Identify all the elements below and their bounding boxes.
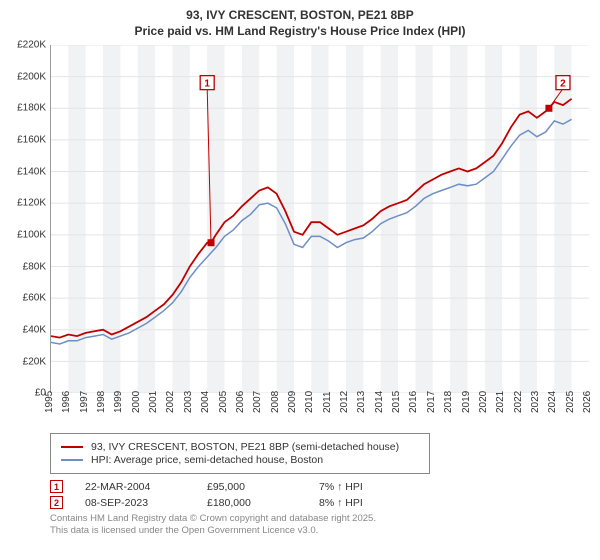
legend-item: HPI: Average price, semi-detached house,…: [61, 454, 419, 466]
x-tick-label: 2023: [530, 391, 541, 413]
x-tick-label: 2009: [287, 391, 298, 413]
x-tick-label: 2002: [165, 391, 176, 413]
footer-attribution: Contains HM Land Registry data © Crown c…: [50, 513, 588, 537]
x-tick-label: 2005: [218, 391, 229, 413]
data-point-delta: 8% ↑ HPI: [319, 497, 363, 509]
legend-label: HPI: Average price, semi-detached house,…: [91, 454, 323, 466]
x-tick-label: 2013: [356, 391, 367, 413]
y-tick-label: £120K: [17, 198, 46, 209]
chart-svg: 12: [51, 45, 589, 393]
x-tick-label: 2003: [183, 391, 194, 413]
x-axis: 1995199619971998199920002001200220032004…: [50, 393, 588, 425]
x-tick-label: 1999: [113, 391, 124, 413]
data-points-table: 1 22-MAR-2004 £95,000 7% ↑ HPI 2 08-SEP-2023 £…: [50, 480, 588, 509]
data-point-price: £180,000: [207, 497, 297, 509]
legend-label: 93, IVY CRESCENT, BOSTON, PE21 8BP (semi…: [91, 441, 399, 453]
x-tick-label: 2015: [391, 391, 402, 413]
page-container: 93, IVY CRESCENT, BOSTON, PE21 8BP Price…: [0, 0, 600, 560]
x-tick-label: 1995: [44, 391, 55, 413]
x-tick-label: 2010: [304, 391, 315, 413]
svg-text:2: 2: [560, 79, 566, 90]
x-tick-label: 2006: [235, 391, 246, 413]
data-point-marker: 2: [50, 496, 63, 509]
x-tick-label: 2008: [270, 391, 281, 413]
x-tick-label: 2001: [148, 391, 159, 413]
x-tick-label: 2021: [495, 391, 506, 413]
legend-item: 93, IVY CRESCENT, BOSTON, PE21 8BP (semi…: [61, 441, 419, 453]
x-tick-label: 2025: [565, 391, 576, 413]
chart-area: £0£20K£40K£60K£80K£100K£120K£140K£160K£1…: [12, 45, 588, 425]
legend-swatch: [61, 459, 83, 461]
x-tick-label: 2026: [582, 391, 593, 413]
x-tick-label: 2004: [200, 391, 211, 413]
y-tick-label: £140K: [17, 166, 46, 177]
x-tick-label: 1997: [79, 391, 90, 413]
legend-swatch: [61, 446, 83, 448]
footer-line-1: Contains HM Land Registry data © Crown c…: [50, 513, 588, 525]
svg-text:1: 1: [204, 79, 210, 90]
y-axis: £0£20K£40K£60K£80K£100K£120K£140K£160K£1…: [12, 45, 48, 425]
data-point-marker: 1: [50, 480, 63, 493]
y-tick-label: £220K: [17, 40, 46, 51]
footer-line-2: This data is licensed under the Open Gov…: [50, 525, 588, 537]
x-tick-label: 1998: [96, 391, 107, 413]
title-line-1: 93, IVY CRESCENT, BOSTON, PE21 8BP: [12, 8, 588, 24]
x-tick-label: 2014: [374, 391, 385, 413]
x-tick-label: 2020: [478, 391, 489, 413]
x-tick-label: 2007: [252, 391, 263, 413]
x-tick-label: 2018: [443, 391, 454, 413]
y-tick-label: £160K: [17, 135, 46, 146]
y-tick-label: £200K: [17, 71, 46, 82]
x-tick-label: 2016: [408, 391, 419, 413]
data-point-date: 08-SEP-2023: [85, 497, 185, 509]
x-tick-label: 2024: [547, 391, 558, 413]
x-tick-label: 2011: [322, 392, 333, 414]
y-tick-label: £180K: [17, 103, 46, 114]
title-line-2: Price paid vs. HM Land Registry's House …: [12, 24, 588, 40]
data-point-delta: 7% ↑ HPI: [319, 481, 363, 493]
x-tick-label: 2012: [339, 391, 350, 413]
x-tick-label: 2000: [131, 391, 142, 413]
x-tick-label: 2017: [426, 391, 437, 413]
y-tick-label: £20K: [23, 356, 46, 367]
y-tick-label: £40K: [23, 324, 46, 335]
data-point-row: 1 22-MAR-2004 £95,000 7% ↑ HPI: [50, 480, 588, 493]
data-point-row: 2 08-SEP-2023 £180,000 8% ↑ HPI: [50, 496, 588, 509]
data-point-date: 22-MAR-2004: [85, 481, 185, 493]
x-tick-label: 2019: [461, 391, 472, 413]
y-tick-label: £100K: [17, 230, 46, 241]
y-tick-label: £80K: [23, 261, 46, 272]
plot-region: 12: [50, 45, 588, 393]
data-point-price: £95,000: [207, 481, 297, 493]
x-tick-label: 1996: [61, 391, 72, 413]
y-tick-label: £60K: [23, 293, 46, 304]
x-tick-label: 2022: [513, 391, 524, 413]
legend: 93, IVY CRESCENT, BOSTON, PE21 8BP (semi…: [50, 433, 430, 474]
chart-title: 93, IVY CRESCENT, BOSTON, PE21 8BP Price…: [12, 8, 588, 39]
